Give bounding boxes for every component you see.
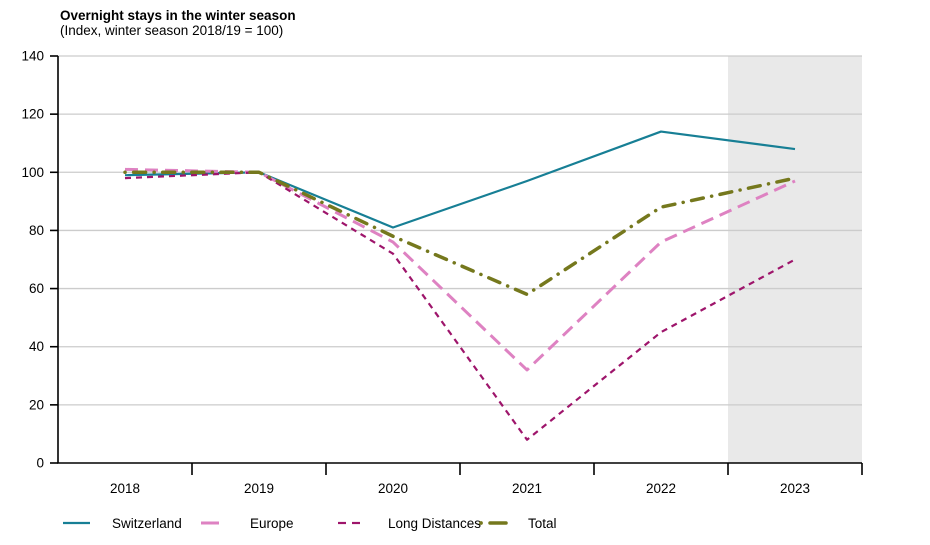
y-tick-label-100: 100: [21, 165, 44, 180]
y-tick-label-60: 60: [29, 281, 44, 296]
y-tick-label-80: 80: [29, 223, 44, 238]
shaded-forecast-band: [728, 56, 862, 463]
chart-title: Overnight stays in the winter season: [60, 8, 296, 23]
chart-legend: Switzerland Europe Long Distances Total: [0, 513, 930, 535]
legend-label-europe: Europe: [250, 515, 294, 531]
x-tick-label-2023: 2023: [780, 481, 810, 496]
line-chart-plot: 0 20 40 60 80 100 120 140 2018 2019 2020 2021 2022 20…: [21, 49, 863, 496]
x-tick-label-2021: 2021: [512, 481, 542, 496]
x-tick-label-2019: 2019: [244, 481, 274, 496]
long-distances-line-swatch-icon: [338, 521, 360, 525]
legend-label-switzerland: Switzerland: [112, 515, 182, 531]
legend-item-switzerland: Switzerland: [62, 513, 182, 533]
x-tick-label-2018: 2018: [110, 481, 140, 496]
legend-item-europe: Europe: [200, 513, 294, 533]
y-tick-label-140: 140: [21, 49, 44, 64]
total-line-swatch-icon: [479, 521, 508, 525]
series-line-europe: [124, 167, 796, 372]
y-tick-label-20: 20: [29, 397, 44, 412]
legend-label-long-distances: Long Distances: [388, 515, 482, 531]
legend-label-total: Total: [528, 515, 557, 531]
y-tick-label-0: 0: [36, 456, 44, 471]
europe-line-swatch-icon: [201, 521, 219, 525]
chart-subtitle: (Index, winter season 2018/19 = 100): [60, 22, 284, 38]
switzerland-line-swatch-icon: [63, 521, 90, 525]
series-line-long-distances: [124, 171, 796, 441]
legend-item-long-distances: Long Distances: [338, 513, 481, 533]
x-tick-label-2020: 2020: [378, 481, 408, 496]
series-line-switzerland: [124, 130, 796, 229]
legend-item-total: Total: [478, 513, 557, 533]
title-block: Overnight stays in the winter season (In…: [60, 8, 296, 38]
y-tick-label-40: 40: [29, 339, 44, 354]
series-line-total: [123, 170, 797, 297]
x-tick-label-2022: 2022: [646, 481, 676, 496]
y-tick-label-120: 120: [21, 107, 44, 122]
